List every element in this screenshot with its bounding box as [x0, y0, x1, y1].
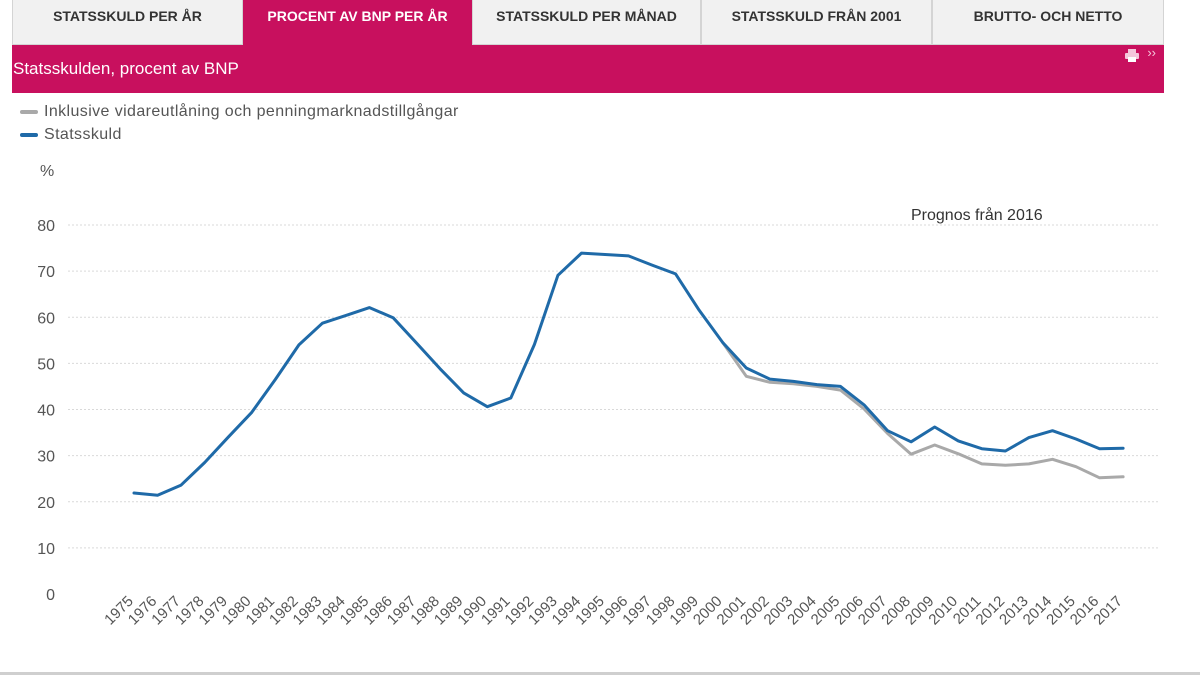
chart-title-bar: Statsskulden, procent av BNP ›› [12, 45, 1164, 93]
chevrons-right-icon[interactable]: ›› [1147, 45, 1156, 60]
legend-label-statsskuld: Statsskuld [44, 125, 122, 143]
y-tick-label: 60 [37, 310, 55, 327]
tab-brutto-och-netto[interactable]: BRUTTO- OCH NETTO [932, 0, 1164, 45]
series-line-statsskuld[interactable] [132, 251, 1125, 497]
y-tick-label: 40 [37, 403, 55, 420]
tab-statsskuld-per-manad[interactable]: STATSSKULD PER MÅNAD [472, 0, 701, 45]
tab-procent-av-bnp[interactable]: PROCENT AV BNP PER ÅR [243, 0, 472, 45]
y-tick-label: 0 [46, 587, 55, 604]
y-tick-label: 30 [37, 449, 55, 466]
bottom-divider [0, 672, 1200, 675]
x-axis: 1975197619771978197919801981198219831984… [101, 593, 1126, 629]
legend-swatch-inklusive [20, 109, 38, 114]
legend-swatch-statsskuld [20, 132, 38, 137]
legend-label-inklusive: Inklusive vidareutlåning och penningmark… [44, 102, 459, 120]
tab-statsskuld-per-ar[interactable]: STATSSKULD PER ÅR [12, 0, 243, 45]
y-axis-label: % [40, 163, 54, 180]
chart-grid [68, 224, 1158, 549]
legend-item-inklusive[interactable]: Inklusive vidareutlåning och penningmark… [20, 100, 459, 123]
series-line-inklusive[interactable] [721, 341, 1125, 480]
y-tick-label: 10 [37, 541, 55, 558]
chart-title: Statsskulden, procent av BNP [13, 59, 239, 78]
prognos-annotation: Prognos från 2016 [911, 206, 1043, 224]
y-tick-label: 70 [37, 264, 55, 281]
tab-statsskuld-fran-2001[interactable]: STATSSKULD FRÅN 2001 [701, 0, 932, 45]
tab-bar: STATSSKULD PER ÅR PROCENT AV BNP PER ÅR … [12, 0, 1164, 45]
legend-item-statsskuld[interactable]: Statsskuld [20, 123, 459, 146]
chart-series [132, 251, 1125, 497]
y-axis: 0 10 20 30 40 50 60 70 80 [37, 218, 55, 604]
chart-legend: Inklusive vidareutlåning och penningmark… [20, 100, 459, 146]
y-tick-label: 20 [37, 495, 55, 512]
y-tick-label: 80 [37, 218, 55, 235]
y-tick-label: 50 [37, 356, 55, 373]
print-icon[interactable] [1124, 49, 1140, 63]
